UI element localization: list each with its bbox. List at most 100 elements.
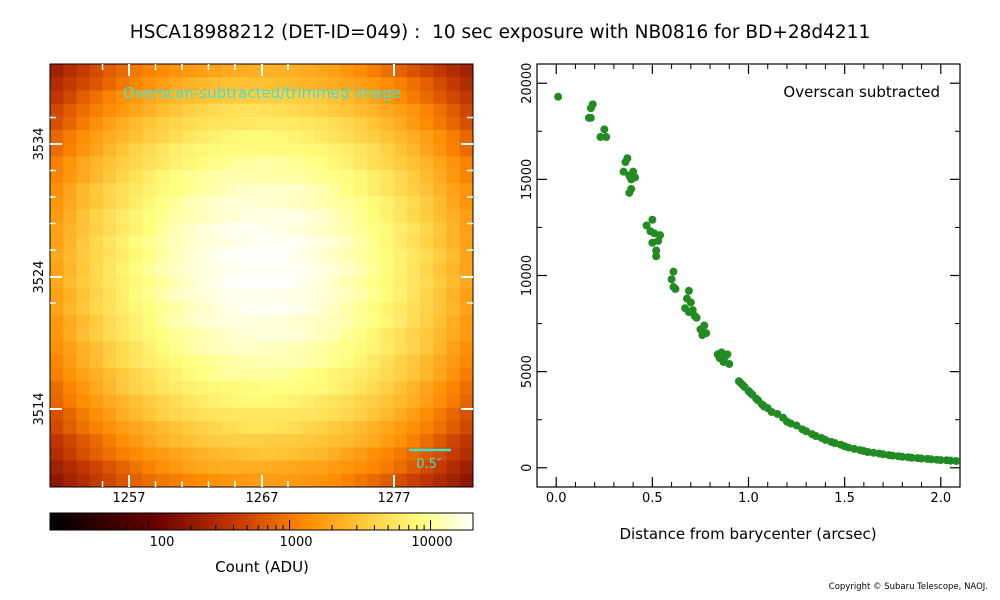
heatmap-cell (367, 116, 381, 131)
heatmap-cell (420, 341, 434, 356)
heatmap-cell (446, 143, 461, 157)
heatmap-cell (459, 235, 474, 250)
heatmap-cell (459, 407, 474, 422)
heatmap-cell (287, 249, 302, 263)
heatmap-cell (340, 301, 355, 316)
heatmap-cell (221, 368, 236, 382)
heatmap-cell (182, 196, 196, 210)
heatmap-cell (367, 420, 381, 435)
image-ticks (50, 64, 473, 487)
heatmap-cell (142, 130, 157, 144)
heatmap-cell (248, 103, 262, 118)
heatmap-cell (261, 156, 276, 171)
heatmap-cell (221, 301, 236, 316)
heatmap-cell (314, 143, 328, 157)
heatmap-cell (221, 434, 236, 448)
heatmap-cell (340, 407, 355, 422)
heatmap-cell (63, 209, 77, 224)
heatmap-cell (446, 182, 461, 197)
y-tick-label: 0 (520, 464, 535, 472)
heatmap-cell (459, 116, 474, 131)
heatmap-cell (155, 130, 170, 144)
heatmap-cell (116, 473, 130, 488)
heatmap-cell (221, 222, 236, 237)
heatmap-cell (287, 315, 302, 329)
heatmap-cell (116, 354, 130, 369)
heatmap-cell (327, 328, 342, 342)
heatmap-cell (446, 328, 461, 342)
heatmap-cell (301, 434, 315, 448)
heatmap-cell (63, 249, 77, 263)
heatmap-cell (367, 249, 381, 263)
heatmap-cell (459, 64, 474, 78)
heatmap-cell (102, 182, 117, 197)
heatmap-cell (433, 420, 447, 435)
heatmap-cell (261, 407, 276, 422)
heatmap-cell (393, 64, 408, 78)
heatmap-cell (301, 64, 315, 78)
heatmap-cell (221, 473, 236, 488)
heatmap-cell (248, 288, 262, 303)
heatmap-cell (76, 64, 91, 78)
heatmap-cell (63, 354, 77, 369)
heatmap-cell (76, 156, 91, 171)
heatmap-cell (327, 222, 342, 237)
heatmap-cell (406, 368, 421, 382)
heatmap-cell (182, 90, 196, 105)
heatmap-cell (420, 222, 434, 237)
heatmap-cell (116, 328, 130, 342)
heatmap-cell (50, 447, 64, 461)
heatmap-cell (142, 196, 157, 210)
heatmap-cell (393, 434, 408, 448)
heatmap-cell (63, 116, 77, 131)
heatmap-cell (116, 315, 130, 329)
heatmap-cell (459, 341, 474, 356)
heatmap-cell (208, 434, 223, 448)
heatmap-cell (274, 249, 289, 263)
heatmap-cell (327, 407, 342, 422)
heatmap-cell (406, 434, 421, 448)
heatmap-cell (182, 407, 196, 422)
heatmap-cell (235, 130, 249, 144)
heatmap-cell (168, 209, 183, 224)
heatmap-cell (63, 341, 77, 356)
heatmap-cell (393, 288, 408, 303)
heatmap-cell (420, 460, 434, 475)
heatmap-cell (314, 249, 328, 263)
heatmap-cell (261, 103, 276, 118)
heatmap-cell (367, 288, 381, 303)
heatmap-cell (354, 473, 368, 488)
heatmap-cell (248, 222, 262, 237)
heatmap-cell (195, 275, 210, 290)
heatmap-cell (327, 341, 342, 356)
heatmap-cell (433, 169, 447, 184)
heatmap-cell (380, 473, 395, 488)
heatmap-cell (274, 235, 289, 250)
heatmap-cell (327, 368, 342, 382)
heatmap-cell (459, 420, 474, 435)
data-point (907, 453, 916, 462)
heatmap-cell (380, 328, 395, 342)
heatmap-cell (261, 116, 276, 131)
heatmap-cell (235, 116, 249, 131)
heatmap-cell (314, 328, 328, 342)
data-point (669, 267, 678, 276)
heatmap-cell (340, 90, 355, 105)
heatmap-cell (168, 460, 183, 475)
heatmap-cell (433, 328, 447, 342)
heatmap-cell (142, 341, 157, 356)
heatmap-cell (459, 143, 474, 157)
heatmap-cell (261, 262, 276, 276)
heatmap-cell (155, 381, 170, 395)
heatmap-cell (221, 143, 236, 157)
heatmap-cell (274, 116, 289, 131)
heatmap-cell (459, 77, 474, 91)
data-point (623, 154, 632, 163)
heatmap-cell (248, 64, 262, 78)
heatmap-cell (406, 143, 421, 157)
heatmap-cell (221, 315, 236, 329)
heatmap-cell (314, 368, 328, 382)
heatmap-cell (102, 90, 117, 105)
heatmap-cell (129, 288, 143, 303)
heatmap-cell (393, 275, 408, 290)
